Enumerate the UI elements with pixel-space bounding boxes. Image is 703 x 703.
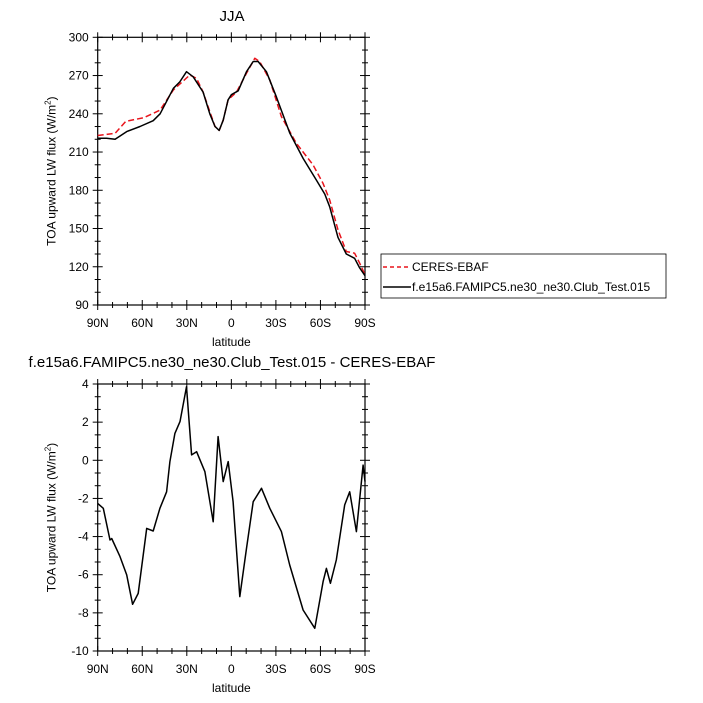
top-plot: 90N 60N 30N 0 30S 60S 90S 90 120 150 180 210 240 270 3… <box>44 30 376 349</box>
y-tick-label: 210 <box>69 145 89 159</box>
x-tick-label: 30N <box>176 316 198 330</box>
x-tick-label: 60N <box>131 662 153 676</box>
x-tick-label: 90S <box>354 316 375 330</box>
bottom-plot-title: f.e15a6.FAMIPC5.ne30_ne30.Club_Test.015 … <box>29 354 436 371</box>
y-tick-label: 0 <box>82 453 89 467</box>
y-axis-label: TOA upward LW flux (W/m2) <box>44 443 59 592</box>
series-line-ceres-ebaf <box>97 57 366 276</box>
x-tick-label: 60N <box>131 316 153 330</box>
y-tick-label: 180 <box>69 183 89 197</box>
top-plot-title: JJA <box>219 8 244 25</box>
x-tick-label: 30S <box>265 316 286 330</box>
x-tick-label: 0 <box>228 662 235 676</box>
y-tick-label: 270 <box>69 69 89 83</box>
y-axis-label: TOA upward LW flux (W/m2) <box>44 96 59 245</box>
x-tick-label: 60S <box>310 662 331 676</box>
legend-label-ceres: CERES-EBAF <box>412 260 489 274</box>
y-tick-label: 300 <box>69 30 89 44</box>
x-axis-label: latitude <box>212 681 251 695</box>
y-tick-label: 4 <box>82 377 89 391</box>
y-tick-label: 90 <box>75 298 89 312</box>
plot-frame <box>97 36 366 306</box>
y-tick-label: 120 <box>69 260 89 274</box>
y-tick-label: -4 <box>78 530 89 544</box>
x-tick-label: 30N <box>176 662 198 676</box>
legend-box <box>380 253 667 299</box>
y-tick-label: -6 <box>78 568 89 582</box>
x-axis-label: latitude <box>212 335 251 349</box>
y-tick-label: -10 <box>71 644 89 658</box>
series-line-model <box>97 60 366 277</box>
legend: CERES-EBAF f.e15a6.FAMIPC5.ne30_ne30.Clu… <box>380 253 667 299</box>
x-tick-label: 30S <box>265 662 286 676</box>
plot-frame <box>97 383 366 652</box>
y-tick-label: -8 <box>78 606 89 620</box>
x-tick-label: 60S <box>310 316 331 330</box>
x-tick-label: 0 <box>228 316 235 330</box>
legend-label-model: f.e15a6.FAMIPC5.ne30_ne30.Club_Test.015 <box>412 280 650 294</box>
x-tick-label: 90N <box>87 662 109 676</box>
y-tick-label: 150 <box>69 222 89 236</box>
x-tick-label: 90S <box>354 662 375 676</box>
y-tick-label: 240 <box>69 107 89 121</box>
x-tick-label: 90N <box>87 316 109 330</box>
bottom-plot: 90N 60N 30N 0 30S 60S 90S -10 -8 -6 -4 -2 0 2 4 latitud… <box>44 377 376 695</box>
y-tick-label: 2 <box>82 415 89 429</box>
y-tick-label: -2 <box>78 491 89 505</box>
series-line-difference <box>97 385 366 630</box>
